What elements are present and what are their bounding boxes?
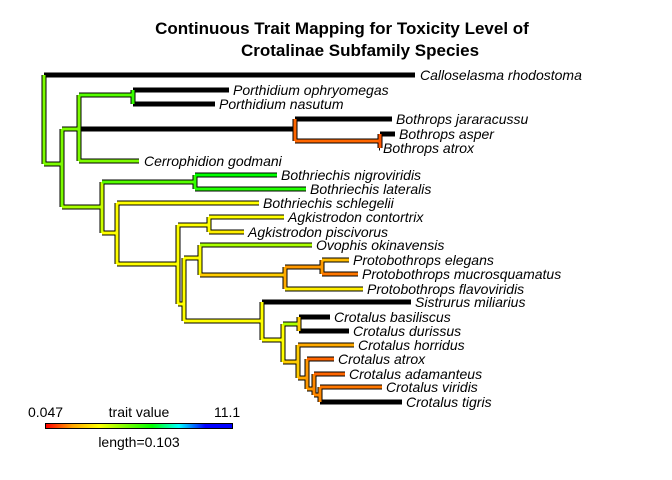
tip-label: Bothriechis lateralis bbox=[310, 181, 431, 197]
color-legend: 0.047 trait value 11.1 length=0.103 bbox=[28, 404, 240, 450]
legend-color-bar bbox=[46, 424, 232, 428]
tip-label: Crotalus atrox bbox=[338, 351, 426, 367]
tip-label: Cerrophidion godmani bbox=[144, 153, 283, 169]
legend-min-label: 0.047 bbox=[28, 404, 63, 420]
tip-label: Ovophis okinavensis bbox=[316, 237, 444, 253]
tip-label: Crotalus viridis bbox=[386, 379, 478, 395]
tip-label: Crotalus basiliscus bbox=[334, 309, 451, 325]
tip-label: Crotalus horridus bbox=[358, 337, 465, 353]
tip-label: Porthidium nasutum bbox=[219, 96, 344, 112]
tip-label: Bothriechis schlegelii bbox=[263, 195, 395, 211]
tree-branch-colors bbox=[42, 73, 415, 404]
tip-label: Crotalus adamanteus bbox=[349, 366, 482, 382]
legend-title: trait value bbox=[109, 404, 170, 420]
tip-labels: Calloselasma rhodostoma Porthidium ophry… bbox=[144, 67, 582, 410]
tip-label: Crotalus tigris bbox=[406, 394, 492, 410]
tip-label: Porthidium ophryomegas bbox=[233, 82, 389, 98]
legend-length-label: length=0.103 bbox=[98, 434, 180, 450]
tip-label: Bothriechis nigroviridis bbox=[281, 167, 421, 183]
tip-label: Protobothrops mucrosquamatus bbox=[362, 266, 561, 282]
tip-label: Sistrurus miliarius bbox=[415, 294, 525, 310]
tip-label: Protobothrops elegans bbox=[353, 252, 494, 268]
tip-label: Bothrops jararacussu bbox=[396, 111, 529, 127]
tip-label: Protobothrops flavoviridis bbox=[367, 281, 524, 297]
tip-label: Agkistrodon piscivorus bbox=[247, 224, 388, 240]
tip-label: Agkistrodon contortrix bbox=[287, 209, 424, 225]
tip-label: Crotalus durissus bbox=[353, 323, 461, 339]
chart-title-line2: Crotalinae Subfamily Species bbox=[241, 41, 479, 60]
legend-max-label: 11.1 bbox=[214, 404, 240, 420]
tip-label: Calloselasma rhodostoma bbox=[420, 67, 582, 83]
tip-label: Bothrops asper bbox=[399, 126, 495, 142]
tip-label: Bothrops atrox bbox=[383, 140, 475, 156]
chart-title-line1: Continuous Trait Mapping for Toxicity Le… bbox=[155, 19, 529, 38]
